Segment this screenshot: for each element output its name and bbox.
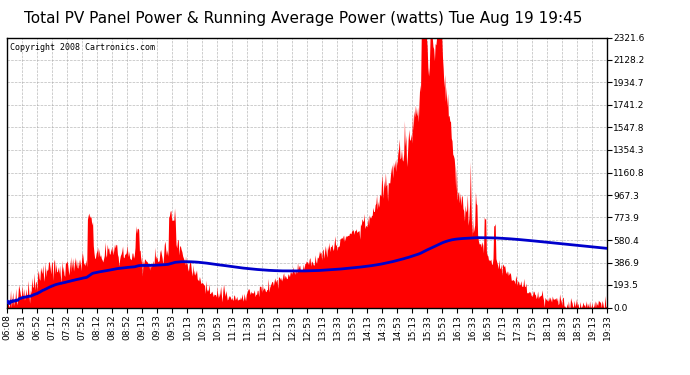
Text: Total PV Panel Power & Running Average Power (watts) Tue Aug 19 19:45: Total PV Panel Power & Running Average P… [24, 11, 583, 26]
Text: Copyright 2008 Cartronics.com: Copyright 2008 Cartronics.com [10, 43, 155, 52]
